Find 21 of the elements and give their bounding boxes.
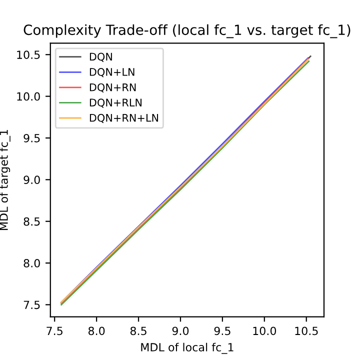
- y-tick-label: 9.5: [24, 134, 40, 142]
- legend-label: DQN+RN: [90, 83, 136, 92]
- x-tick-label: 8.5: [130, 326, 146, 336]
- x-tick-label: 9.5: [214, 326, 230, 336]
- y-tick-label: 8.0: [24, 259, 40, 268]
- y-tick-label: 10.5: [17, 50, 40, 59]
- legend-label: DQN: [90, 52, 112, 62]
- y-tick-label: 8.5: [24, 217, 40, 226]
- y-tick-label: 9.0: [24, 176, 40, 184]
- x-tick-label: 10.0: [253, 326, 276, 336]
- x-tick-label: 9.0: [172, 326, 189, 336]
- x-tick-label: 8.0: [88, 326, 105, 336]
- x-tick-label: 7.5: [46, 326, 62, 336]
- legend-label: DQN+RN+LN: [90, 114, 158, 123]
- legend-label: DQN+RLN: [90, 98, 142, 108]
- legend-label: DQN+LN: [90, 68, 134, 78]
- chart-title: Complexity Trade-off (local fc_1 vs. target fc_1): [24, 24, 350, 38]
- y-tick-label: 7.5: [24, 300, 40, 310]
- y-tick-label: 10.0: [17, 92, 40, 101]
- x-axis-title: MDL of local fc_1: [141, 342, 234, 354]
- x-tick-label: 10.5: [295, 326, 318, 336]
